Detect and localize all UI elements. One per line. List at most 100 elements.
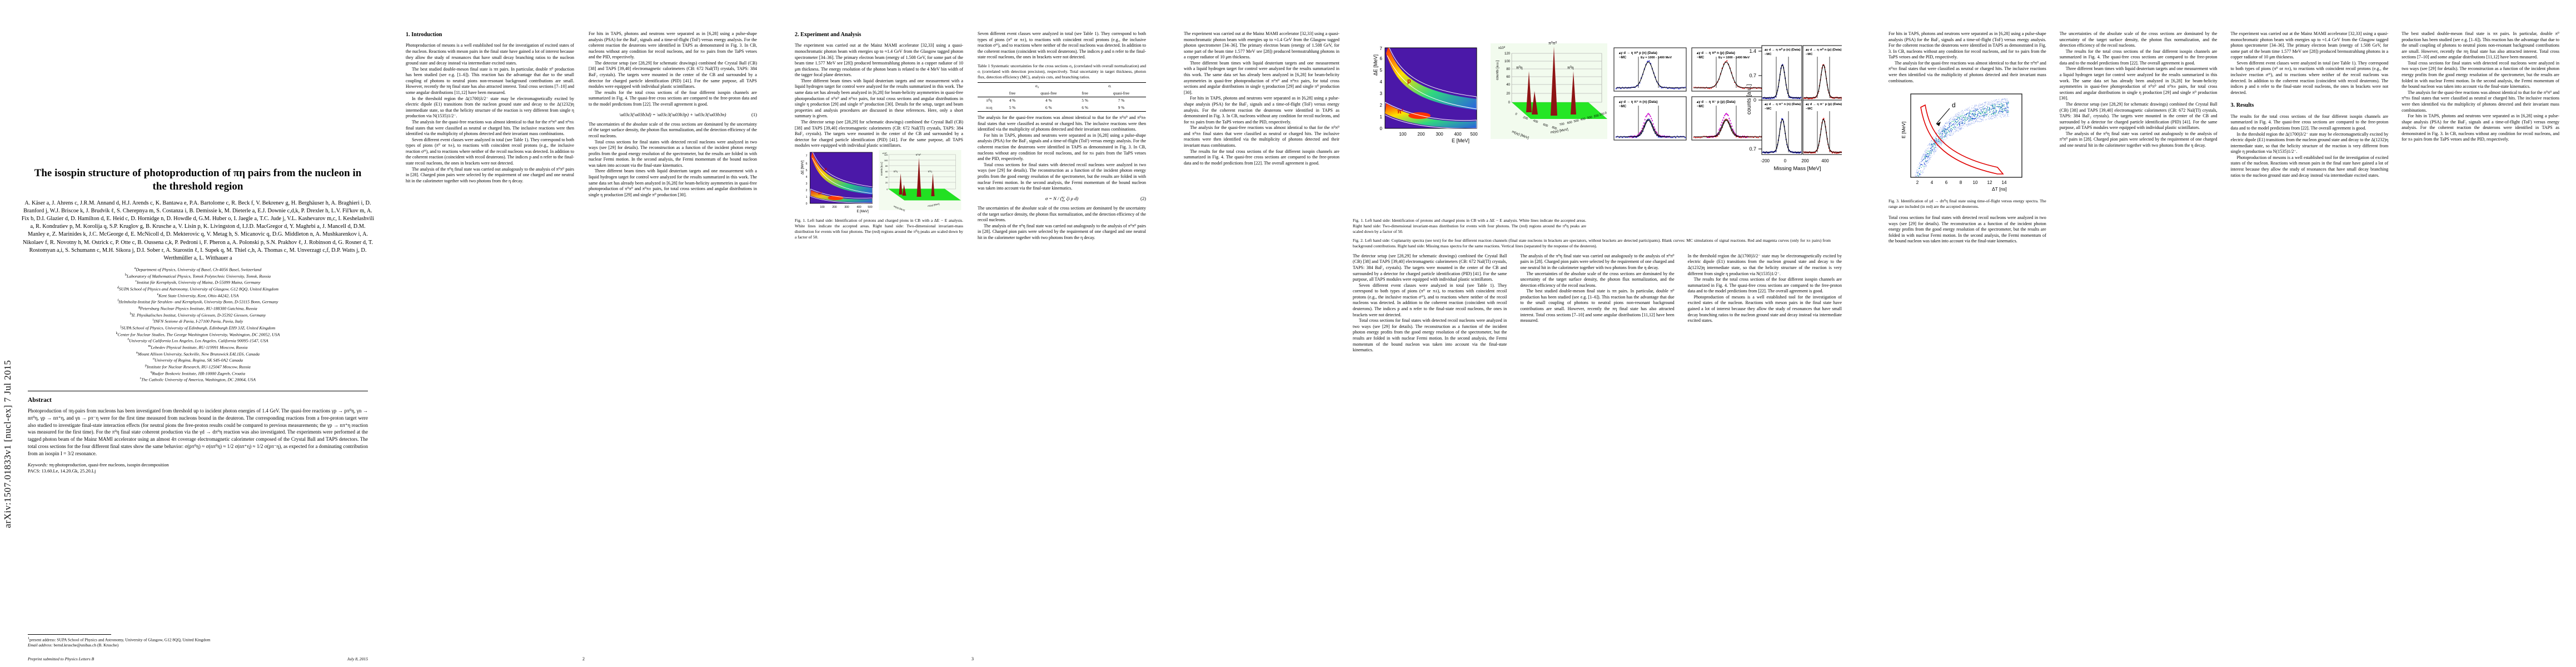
page3-col2: Seven different event classes were analy… [978,31,1146,651]
svg-text:2: 2 [1916,180,1919,185]
page4-col4: In the threshold region the Δ(1700)3/2⁻ … [1688,253,1842,354]
page4-col3: The analysis of the π⁰η final state was … [1520,253,1674,354]
svg-text:0: 0 [1380,126,1383,131]
table-cell: 5 % [1073,97,1097,104]
affiliation-entry: dSUPA School of Physics and Astronomy, U… [20,286,376,292]
svg-text:14: 14 [2002,180,2007,185]
paragraph: Photoproduction of mesons is a well esta… [2231,155,2389,178]
fig1-wide-xticks: 100 200 300 400 500 [1399,132,1478,137]
figure-3: d 2 4 6 8 10 12 14 ΔT [ns] E [MeV] Fig. 3. … [1889,89,2046,210]
paragraph: The uncertainties of the absolute scale … [2060,31,2218,49]
figure-2-mc-legend: −MC [1765,53,1772,56]
footnote-email: Email address: bernd.krusche@unibas.ch (… [28,643,368,648]
svg-text:40: 40 [1506,83,1510,87]
svg-text:100: 100 [1399,132,1407,137]
table-col-header [978,82,1001,89]
page-footnotes: 1present address: SUPA School of Physics… [28,634,368,648]
figure-2-missing-mass-panel: ▴γ d → η π⁰ p (n) (Data)−MC [1762,46,1802,100]
affiliation-entry: oUniversity of Regina, Regina, SK S4S-0A… [20,357,376,364]
affiliation-entry: rThe Catholic University of America, Was… [20,376,376,383]
page-5: For hits in TAPS, photons and neutrons w… [1872,0,2576,667]
figure-2-missing-mass-panel: ▴γ d → η π⁰ n (p) (Data)−MC [1803,46,1842,100]
page5-col3: The experiment was carried out at the Ma… [2231,31,2389,651]
table-cell: π⁰η [978,97,1001,104]
svg-text:4: 4 [1931,180,1934,185]
paragraph: The uncertainties of the absolute scale … [1520,271,1674,289]
affiliation-entry: pInstitute for Nuclear Research, RU-1250… [20,364,376,370]
figure-2-legend-entry: ▴γ d → η π⁺ n (n) (Data) [1764,102,1801,106]
figure-3-graphic: d 24 68 10 12 14 ΔT [ns] E [MeV] [1889,89,2039,195]
footnote-affiliation: 1present address: SUPA School of Physics… [28,636,368,643]
svg-text:7: 7 [806,155,808,158]
table-cell: 7 % [1097,97,1146,104]
paragraph: Total cross sections for final states wi… [1353,318,1507,353]
svg-text:20: 20 [885,181,888,184]
paragraph: The best studied double-meson final stat… [1520,288,1674,323]
svg-text:1: 1 [1380,115,1383,120]
fig1-label-proton-wide: p [1407,78,1411,84]
figure-2-ytick: 0.7 [1749,73,1756,78]
keywords-label: Keywords: [28,462,48,467]
svg-text:80: 80 [885,165,888,167]
fig1-xlabel: E [MeV] [857,210,869,213]
paragraph: The uncertainties of the absolute scale … [589,122,757,140]
paragraph: The analysis of the π⁰η final state was … [406,167,574,185]
figure-2-legend-entry: ▴γ d → η π⁻ p (p) (Data) [1696,100,1736,104]
svg-text:1: 1 [806,196,808,199]
fig3-xticks: 2 4 6 8 10 12 14 [1916,180,2007,185]
svg-text:3: 3 [1380,91,1383,96]
figure-2-left-panels: ▴γ d → η π⁰ p (n) (Data)−MC Eγ = 1000 - 1… [1614,48,1764,140]
affiliation-entry: iINFN Sezione di Pavia, I-27100 Pavia, P… [20,318,376,325]
section-heading-introduction: 1. Introduction [406,31,574,38]
affiliation-entry: cInstitut für Kernphysik, University of … [20,279,376,286]
table-cell: 4 % [1001,97,1024,104]
affiliation-entry: qRudjer Boskovic Institute, HR-10000 Zag… [20,370,376,377]
svg-text:6: 6 [806,162,808,166]
fig1-3d-zlabel: counts [a.u.] [1496,60,1499,80]
paragraph: Seven different event classes were analy… [1353,283,1507,318]
affiliation-entry: bLaboratory of Mathematical Physics, Tom… [20,273,376,280]
table-sub-header: quasi-free [1097,89,1146,97]
paragraph: Total cross sections for final states wi… [2401,61,2559,90]
page-4: The experiment was carried out at the Ma… [1167,0,1872,667]
equation-1: \u03c3(\u03b3d) = \u03c3(\u03b3p) + \u03… [589,112,757,118]
svg-text:8: 8 [1960,180,1962,185]
svg-text:300: 300 [1436,132,1443,137]
figure-2-mc-legend: −MC [1697,104,1705,108]
figure-1-2-graphic: p π± 01 23 45 67 100 200 300 400 500 E [Me… [1353,31,1842,215]
page3-col1: 2. Experiment and Analysis The experimen… [795,31,963,651]
abstract-heading: Abstract [28,397,368,404]
keywords-value: πη-photoproduction, quasi-free nucleons,… [49,462,169,467]
svg-text:100: 100 [884,159,888,162]
paragraph: The analysis of the π⁰η final state was … [2060,131,2218,149]
abstract-body: Photoproduction of πη-pairs from nucleon… [28,407,368,457]
figure-2-coplanarity-panel: ▴γ d → η π⁻ p (p) (Data)−MC [1692,97,1764,140]
svg-text:2: 2 [1380,103,1383,108]
figure-2-coplanarity-panel: ▴γ d → η π⁺ n (n) (Data)−MC [1614,97,1686,140]
figure-1-caption: Fig. 1. Left hand side: Identification o… [795,218,963,240]
paragraph: Seven different event classes were analy… [978,31,1146,61]
affiliation-entry: aDepartment of Physics, University of Ba… [20,266,376,273]
affiliation-entry: jSUPA School of Physics, University of E… [20,325,376,331]
figure-2-xtick: 400 [1821,158,1829,163]
table-cell: 9 % [1097,104,1146,112]
figure-2-mc-legend: −MC [1619,56,1627,59]
paragraph: The uncertainties of the absolute scale … [978,206,1146,223]
table-1-caption: Table 1 Systematic uncertainties for the… [978,63,1146,80]
paragraph: The results for the total cross sections… [2231,114,2389,132]
table-col-header: σ₀ [1001,82,1074,89]
affiliation-entry: hII. Physikalisches Institut, University… [20,312,376,318]
paragraph: For hits in TAPS, photons and neutrons w… [1184,96,1339,125]
figure-2-ytick: 0.7 [1749,146,1756,152]
svg-text:6: 6 [1380,56,1383,61]
paragraph: In the threshold region the Δ(1700)3/2⁻ … [406,96,574,120]
figure-2-legend-entry: ▴γ d → η π⁻ p (p) (Data) [1805,103,1842,106]
table-1-grid: σ₀ σᵢ free quasi-free free quasi-free π⁰… [978,82,1146,112]
svg-text:7: 7 [1380,46,1383,51]
figure-2-xtick: 0 [1784,158,1787,163]
fig1-wide-yticks: 01 23 45 67 [1380,46,1383,131]
paragraph: The results for the total cross sections… [589,90,757,108]
svg-text:6: 6 [1945,180,1948,185]
author-list: A. Käser a, J. Ahrens c, J.R.M. Annand d… [20,200,376,263]
affiliation-list: aDepartment of Physics, University of Ba… [20,266,376,383]
